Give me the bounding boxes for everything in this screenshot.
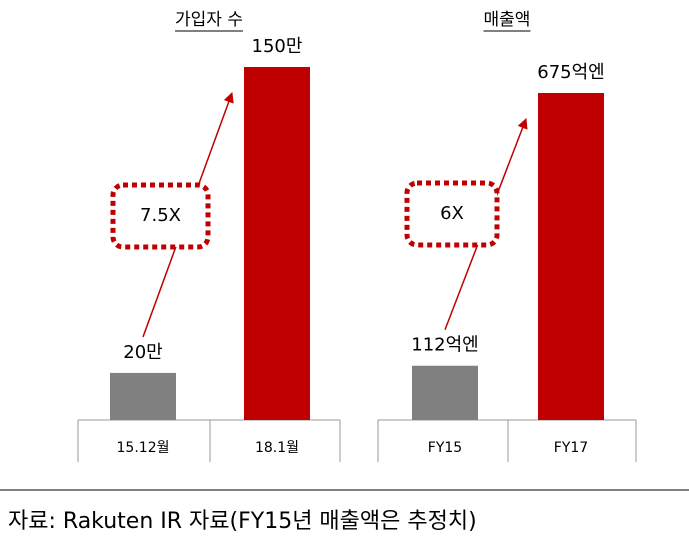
value-label: 675억엔	[537, 62, 604, 83]
chart-title: 가입자 수	[175, 10, 243, 30]
value-label: 112억엔	[411, 335, 478, 356]
value-label: 150만	[252, 36, 303, 57]
source: 자료: Rakuten IR 자료(FY15년 매출액은 추정치)	[8, 509, 477, 534]
value-label: 20만	[123, 342, 162, 363]
annotation: 7.5X	[140, 205, 181, 226]
bar	[538, 93, 604, 420]
annotation: 6X	[440, 203, 464, 224]
bar	[412, 365, 478, 420]
x-tick-label: FY15	[428, 440, 462, 456]
x-tick-label: 15.12월	[117, 440, 170, 456]
chart-title: 매출액	[484, 10, 531, 30]
bar	[110, 372, 176, 420]
annotation-box	[404, 180, 500, 248]
x-tick-label: 18.1월	[255, 440, 299, 456]
x-tick-label: FY17	[554, 440, 588, 456]
bar	[244, 67, 310, 420]
annotation-box	[110, 182, 211, 250]
